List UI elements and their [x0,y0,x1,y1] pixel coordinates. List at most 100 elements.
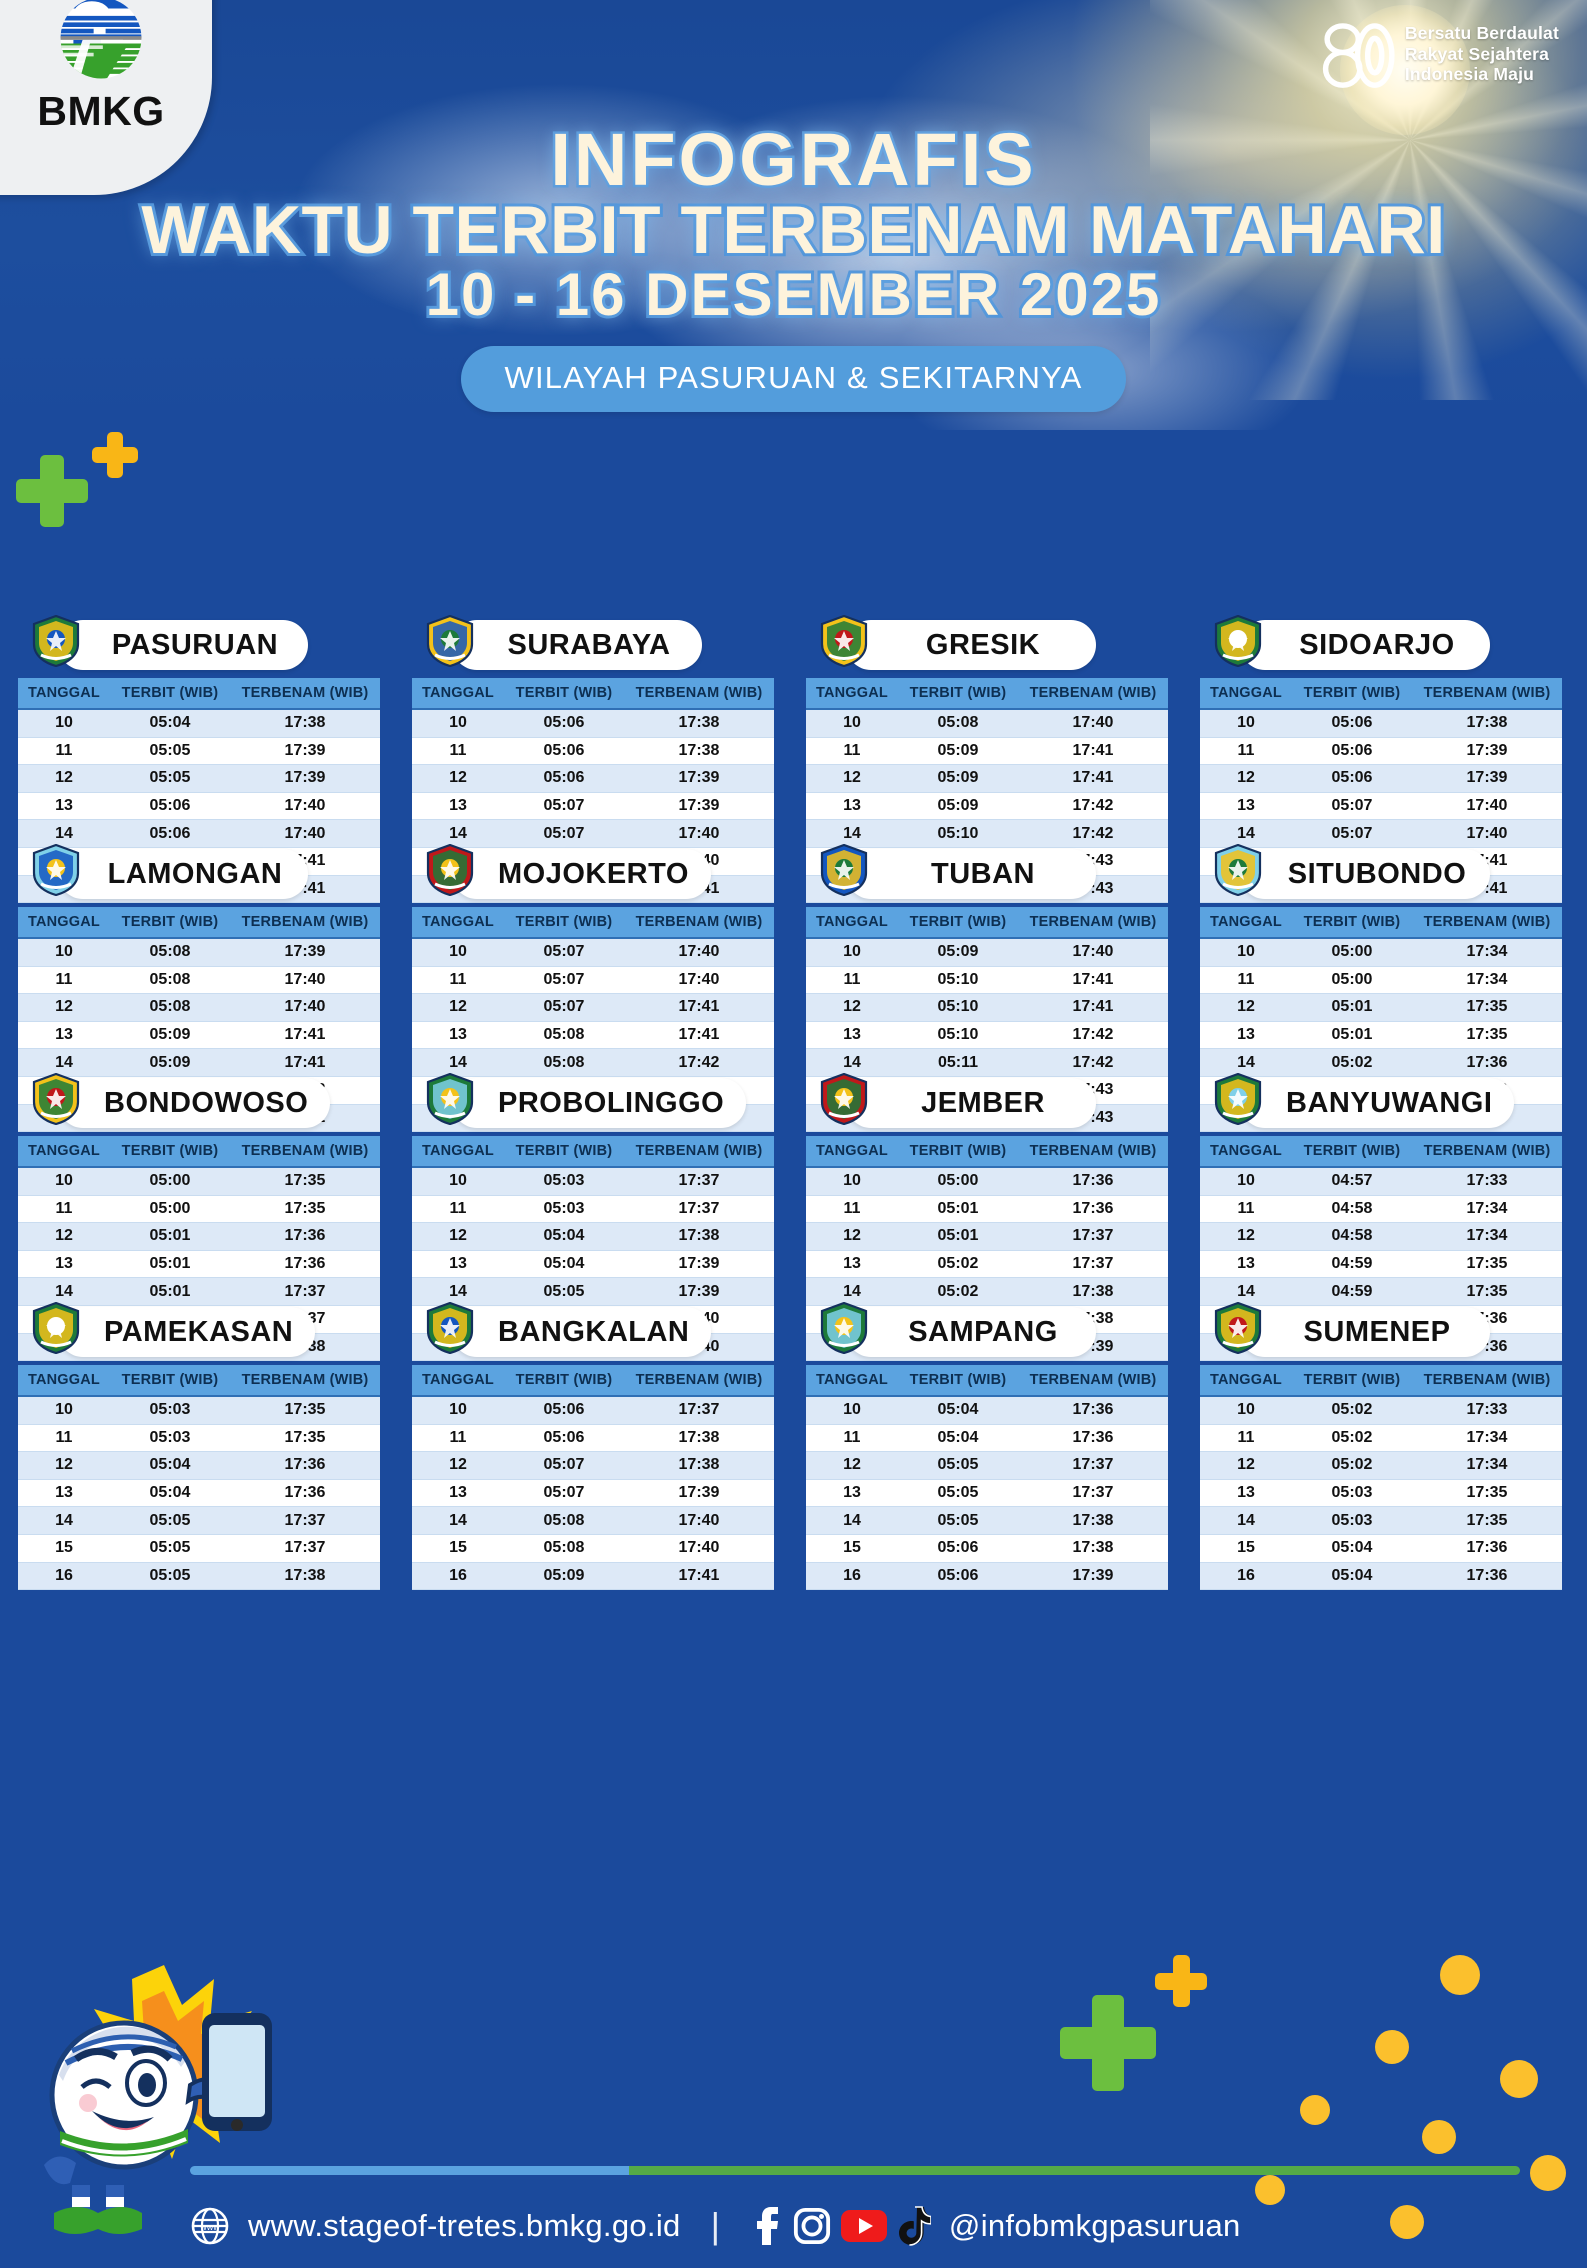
cell-terbit: 05:05 [898,1479,1018,1508]
table-row: 14 05:02 17:36 [1200,1048,1562,1077]
table-row: 12 05:05 17:37 [806,1451,1168,1480]
sun-times-table: TANGGAL TERBIT (WIB) TERBENAM (WIB) 10 0… [412,1365,774,1591]
cell-terbenam: 17:39 [1412,737,1562,766]
cell-tanggal: 16 [806,1562,898,1591]
cell-tanggal: 11 [412,737,504,766]
table-header-row: TANGGAL TERBIT (WIB) TERBENAM (WIB) [412,678,774,710]
cell-tanggal: 13 [18,1021,110,1050]
region-name-pill[interactable]: BANYUWANGI [1240,1078,1515,1128]
table-row: 11 05:00 17:35 [18,1195,380,1224]
cell-terbenam: 17:40 [230,792,380,821]
region-name-pill[interactable]: SIDOARJO [1240,620,1490,670]
cell-tanggal: 13 [412,1479,504,1508]
cell-terbit: 05:04 [110,1479,230,1508]
cell-terbit: 05:09 [110,1021,230,1050]
cell-tanggal: 11 [806,737,898,766]
cell-terbenam: 17:41 [1018,764,1168,793]
youtube-icon[interactable] [840,2208,888,2244]
region-name: PROBOLINGGO [498,1086,725,1119]
sun-times-table: TANGGAL TERBIT (WIB) TERBENAM (WIB) 10 0… [412,678,774,904]
table-header-row: TANGGAL TERBIT (WIB) TERBENAM (WIB) [1200,678,1562,710]
region-name-pill[interactable]: JEMBER [846,1078,1096,1128]
region-name-pill[interactable]: SURABAYA [452,620,702,670]
region-name-pill[interactable]: BONDOWOSO [58,1078,331,1128]
region-name: SIDOARJO [1299,628,1455,661]
col-header-tanggal: TANGGAL [806,678,898,710]
table-row: 13 05:04 17:39 [412,1250,774,1279]
crest-pasuruan [32,615,80,667]
region-name-pill[interactable]: PASURUAN [58,620,308,670]
cell-tanggal: 15 [1200,1534,1292,1563]
cell-tanggal: 11 [806,1195,898,1224]
cell-terbit: 05:01 [110,1277,230,1306]
instagram-icon[interactable] [793,2206,831,2246]
table-row: 13 05:06 17:40 [18,792,380,821]
cell-tanggal: 12 [806,1222,898,1251]
region-name-pill[interactable]: TUBAN [846,849,1096,899]
table-row: 14 05:07 17:40 [1200,819,1562,848]
table-row: 10 05:09 17:40 [806,938,1168,967]
cell-terbenam: 17:35 [1412,1506,1562,1535]
table-row: 11 05:00 17:34 [1200,966,1562,995]
region-name-pill[interactable]: SAMPANG [846,1307,1096,1357]
cell-terbenam: 17:37 [1018,1451,1168,1480]
cell-tanggal: 10 [1200,938,1292,967]
footer-website[interactable]: www.stageof-tretes.bmkg.go.id [248,2208,681,2243]
footer-social-handle[interactable]: @infobmkgpasuruan [948,2208,1241,2243]
cell-terbit: 05:03 [110,1396,230,1425]
col-header-terbenam: TERBENAM (WIB) [624,678,774,710]
cell-terbit: 05:00 [1292,966,1412,995]
table-row: 13 05:04 17:36 [18,1479,380,1508]
cell-terbit: 05:08 [504,1506,624,1535]
cell-tanggal: 14 [412,819,504,848]
tiktok-icon[interactable] [897,2206,931,2246]
col-header-terbit: TERBIT (WIB) [110,678,230,710]
region-name-pill[interactable]: SITUBONDO [1240,849,1490,899]
cell-terbenam: 17:36 [1412,1534,1562,1563]
crest-sampang [820,1302,868,1354]
cell-terbenam: 17:37 [1018,1479,1168,1508]
cell-terbit: 05:07 [504,1479,624,1508]
region-name-pill[interactable]: GRESIK [846,620,1096,670]
cell-terbit: 05:01 [898,1222,1018,1251]
table-row: 15 05:04 17:36 [1200,1534,1562,1563]
cell-tanggal: 10 [806,938,898,967]
cell-terbit: 05:08 [504,1048,624,1077]
region-header: LAMONGAN [18,844,380,903]
col-header-terbenam: TERBENAM (WIB) [1412,907,1562,939]
cell-terbit: 05:02 [1292,1451,1412,1480]
facebook-icon[interactable] [750,2206,784,2246]
col-header-terbit: TERBIT (WIB) [898,907,1018,939]
region-header: JEMBER [806,1073,1168,1132]
cell-terbit: 05:02 [1292,1424,1412,1453]
cell-terbenam: 17:36 [1018,1167,1168,1196]
cell-terbenam: 17:34 [1412,1424,1562,1453]
region-name-pill[interactable]: PROBOLINGGO [452,1078,747,1128]
cell-tanggal: 10 [18,938,110,967]
cell-tanggal: 14 [18,1048,110,1077]
region-name-pill[interactable]: MOJOKERTO [452,849,711,899]
cell-tanggal: 13 [18,1250,110,1279]
cell-terbit: 05:05 [110,1506,230,1535]
cell-terbit: 05:06 [898,1534,1018,1563]
region-name-pill[interactable]: SUMENEP [1240,1307,1490,1357]
cell-terbit: 05:05 [898,1451,1018,1480]
col-header-terbenam: TERBENAM (WIB) [230,907,380,939]
cell-terbit: 05:02 [1292,1048,1412,1077]
region-name-pill[interactable]: PAMEKASAN [58,1307,316,1357]
table-row: 11 05:02 17:34 [1200,1424,1562,1453]
col-header-terbenam: TERBENAM (WIB) [1412,1136,1562,1168]
plus-decoration-green-top [16,455,88,527]
region-name-pill[interactable]: LAMONGAN [58,849,308,899]
cell-terbenam: 17:37 [1018,1250,1168,1279]
region-name-pill[interactable]: BANGKALAN [452,1307,712,1357]
footer-divider [190,2166,1520,2175]
table-row: 10 04:57 17:33 [1200,1167,1562,1196]
table-row: 10 05:07 17:40 [412,938,774,967]
cell-terbit: 04:58 [1292,1222,1412,1251]
cell-terbenam: 17:37 [230,1277,380,1306]
region-name: PASURUAN [111,628,279,661]
cell-terbit: 05:05 [898,1506,1018,1535]
crest-situbondo [1214,844,1262,896]
crest-mojokerto [426,844,474,896]
